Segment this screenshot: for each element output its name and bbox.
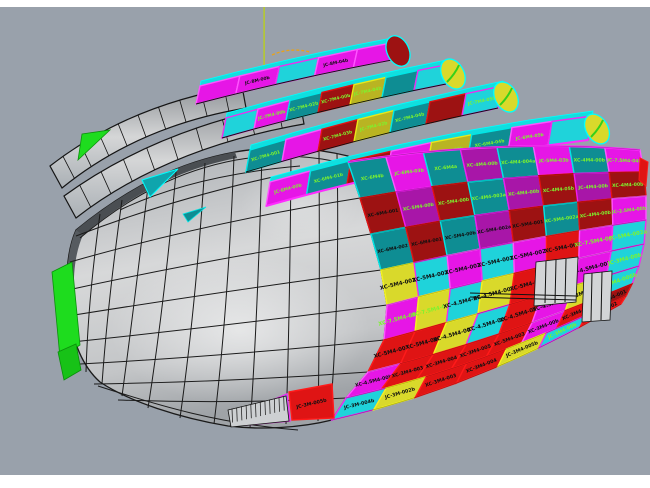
panel-label: JC-7.5M4-04b bbox=[606, 157, 642, 164]
deck-strips[interactable]: JC-8M-00bJC-8M-04bJC-7M4-00bXC-7M4-02bXC… bbox=[195, 32, 615, 207]
strip-bottom-edge bbox=[245, 107, 499, 173]
panel-label: XC-6M4b bbox=[361, 173, 385, 183]
panel-label: XC-5M4-002a bbox=[544, 214, 579, 225]
cyan-sliver-panel[interactable] bbox=[141, 168, 179, 198]
panel-label: JC-8M-04b bbox=[322, 58, 349, 69]
panel-label: XC-5M4-00b bbox=[438, 197, 471, 207]
panel-label: XC-5M4-002a bbox=[477, 224, 512, 236]
green-panel[interactable] bbox=[51, 261, 81, 359]
row-boundary-line bbox=[380, 219, 647, 271]
panel-label: JC-7M4-05b bbox=[466, 95, 496, 107]
panel-label: XC-4M4-05b bbox=[543, 186, 575, 195]
panel-label: JC-2.5M4-00b bbox=[611, 205, 648, 215]
row-boundary-line bbox=[347, 145, 641, 163]
panel-label: XC-4M4-003a bbox=[471, 192, 506, 202]
panel-label: XC-6M4-001 bbox=[411, 236, 443, 248]
teal-sliver-panel[interactable] bbox=[182, 206, 207, 223]
panel-label: JC-8M-00b bbox=[243, 75, 270, 87]
green-panel[interactable] bbox=[77, 129, 112, 162]
strip-end-cap[interactable] bbox=[381, 32, 414, 70]
panel-label: JC-4M4-00b bbox=[577, 183, 609, 191]
row-boundary-line bbox=[386, 243, 645, 306]
strip-bottom-edge bbox=[195, 59, 393, 105]
panel-label: XC-5M4-00b bbox=[402, 202, 435, 213]
panel-label: XC-4M4-00b bbox=[579, 210, 612, 220]
panel-label: XC-6M4a bbox=[434, 164, 457, 172]
panel-label: JC-5M4-03b bbox=[538, 157, 570, 164]
cap-green-streak bbox=[590, 119, 604, 138]
hull-wireframe bbox=[67, 150, 388, 431]
panel-label: XC-4M4-004a bbox=[501, 158, 536, 166]
green-panel[interactable] bbox=[57, 343, 82, 381]
deck-edge-line bbox=[347, 145, 641, 163]
unpainted-patches bbox=[469, 157, 649, 323]
panel-label: XC-4M4-00b bbox=[466, 160, 498, 168]
panel-label: JC-6M4-03b bbox=[393, 167, 425, 177]
cap-green-streak bbox=[499, 87, 513, 106]
panel-label: XC-4M4-00b bbox=[612, 182, 644, 189]
panel-label: JC-6M4-05b bbox=[514, 132, 544, 142]
row-boundary-line bbox=[331, 303, 622, 421]
z-axis-line bbox=[263, 7, 265, 65]
row-boundary-line bbox=[370, 195, 647, 235]
orange-curve-accent bbox=[271, 49, 311, 56]
red-edge-sliver bbox=[638, 157, 649, 188]
strip-bottom-edge bbox=[221, 83, 447, 139]
panel-label: XC-5M4-00b bbox=[444, 230, 477, 242]
panel-label: XC-4M4-00b bbox=[574, 157, 606, 163]
edge-accent-panels[interactable] bbox=[51, 90, 241, 381]
panel[interactable] bbox=[288, 383, 335, 421]
bottom-comb-panels bbox=[227, 395, 290, 428]
panel-label: XC-5M4-001 bbox=[512, 219, 544, 230]
row-boundary-line bbox=[359, 171, 645, 199]
cap-green-streak bbox=[446, 64, 460, 83]
panel-label: XC-6M4-04b bbox=[474, 138, 505, 149]
comb-lines bbox=[231, 396, 285, 423]
panel-label: XC-6M4-001 bbox=[367, 208, 399, 219]
panel-label: XC-4M4-00b bbox=[508, 189, 540, 198]
